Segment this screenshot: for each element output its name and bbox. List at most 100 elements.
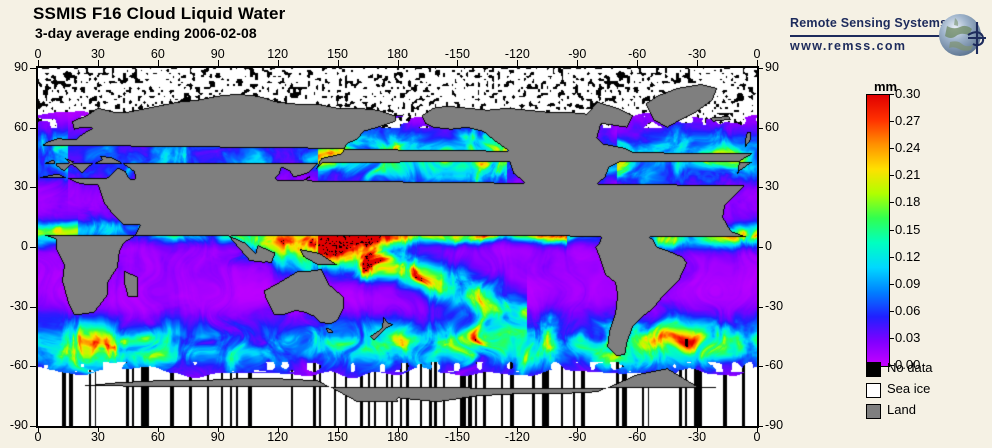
x-tick-label: -120 (504, 430, 530, 444)
x-tick-label: 90 (210, 430, 225, 444)
colorbar-tick-mark (889, 365, 894, 366)
y-tick-label: -90 (9, 418, 28, 432)
x-tick-label: 180 (387, 47, 408, 61)
x-tick-mark (337, 426, 339, 432)
colorbar-tick-mark (889, 175, 894, 177)
y-tick-label: 90 (14, 60, 28, 74)
x-tick-label: -30 (688, 430, 707, 444)
x-tick-mark (697, 60, 699, 66)
colorbar-tick-mark (889, 310, 894, 312)
x-tick-label: 150 (327, 430, 348, 444)
x-tick-label: 90 (210, 47, 225, 61)
map-plot-area[interactable] (36, 66, 759, 428)
colorbar-tick-label: 0.15 (895, 221, 921, 237)
cloud-liquid-water-map[interactable] (38, 68, 757, 426)
y-tick-label: 0 (765, 239, 772, 253)
y-tick-mark (30, 306, 36, 308)
colorbar-tick-mark (889, 202, 894, 204)
x-tick-mark (38, 426, 39, 432)
legend-label: Sea ice (887, 381, 931, 396)
y-tick-mark (30, 68, 36, 69)
x-tick-mark (517, 426, 519, 432)
x-tick-mark (38, 60, 39, 66)
y-tick-label: 60 (765, 119, 779, 134)
x-tick-label: -60 (628, 430, 647, 444)
y-tick-mark (757, 247, 763, 248)
x-tick-label: -150 (444, 47, 470, 61)
x-tick-label: 0 (34, 430, 42, 444)
y-tick-label: 90 (765, 60, 779, 74)
x-tick-mark (637, 60, 639, 66)
x-tick-label: 150 (327, 47, 348, 61)
globe-icon (939, 14, 986, 56)
colorbar-tick-label: 0.00 (895, 357, 921, 372)
y-tick-label: 30 (765, 179, 779, 194)
x-tick-mark (397, 60, 399, 66)
x-tick-label: -90 (568, 430, 587, 444)
x-tick-mark (637, 426, 639, 432)
x-tick-label: -120 (504, 47, 530, 61)
colorbar-tick-mark (889, 94, 894, 95)
legend-label: Land (887, 402, 916, 417)
y-tick-mark (757, 306, 763, 308)
y-tick-mark (757, 127, 763, 129)
x-tick-mark (757, 60, 758, 66)
x-tick-mark (337, 60, 339, 66)
colorbar-tick-mark (889, 283, 894, 285)
x-tick-mark (577, 60, 579, 66)
y-tick-mark (30, 366, 36, 368)
colorbar-tick-label: 0.12 (895, 248, 921, 264)
colorbar-tick-label: 0.06 (895, 302, 921, 318)
y-tick-label: -90 (765, 418, 784, 432)
y-tick-mark (757, 187, 763, 189)
y-tick-mark (30, 426, 36, 427)
colorbar-unit-label: mm (874, 79, 898, 94)
colorbar-tick-label: 0.27 (895, 113, 921, 129)
y-tick-label: 30 (14, 179, 28, 194)
colorbar-tick-label: 0.24 (895, 140, 921, 156)
remss-logo[interactable]: Remote Sensing Systems www.remss.com (790, 10, 990, 70)
legend-label: No data (887, 360, 933, 375)
colorbar-tick-mark (889, 337, 894, 339)
x-tick-mark (397, 426, 399, 432)
x-tick-mark (517, 60, 519, 66)
x-tick-mark (97, 426, 99, 432)
colorbar-tick-mark (889, 148, 894, 150)
colorbar-gradient (867, 95, 889, 366)
x-tick-mark (577, 426, 579, 432)
legend-swatch (866, 404, 881, 419)
x-tick-mark (457, 426, 459, 432)
x-tick-mark (457, 60, 459, 66)
colorbar-tick-label: 0.30 (895, 86, 921, 101)
x-tick-label: 30 (90, 47, 105, 61)
x-tick-label: 0 (753, 430, 761, 444)
x-tick-label: 30 (90, 430, 105, 444)
colorbar (866, 94, 890, 367)
y-tick-label: -60 (9, 358, 28, 373)
logo-divider (790, 35, 950, 37)
y-tick-label: -60 (765, 358, 784, 373)
logo-org-name: Remote Sensing Systems (790, 16, 948, 30)
y-tick-mark (30, 247, 36, 248)
colorbar-tick-mark (889, 121, 894, 123)
y-tick-label: 0 (21, 239, 28, 253)
colorbar-tick-mark (889, 256, 894, 258)
x-tick-label: -90 (568, 47, 587, 61)
x-tick-mark (217, 60, 219, 66)
y-tick-label: -30 (9, 298, 28, 313)
x-tick-mark (97, 60, 99, 66)
x-tick-mark (217, 426, 219, 432)
x-tick-mark (757, 426, 758, 432)
colorbar-tick-mark (889, 229, 894, 231)
x-tick-label: 60 (150, 47, 165, 61)
x-tick-label: 60 (150, 430, 165, 444)
x-tick-label: -30 (688, 47, 707, 61)
page-subtitle: 3-day average ending 2006-02-08 (35, 25, 257, 41)
x-tick-label: 180 (387, 430, 408, 444)
y-tick-mark (30, 127, 36, 129)
y-tick-mark (757, 366, 763, 368)
colorbar-tick-label: 0.03 (895, 329, 921, 345)
y-tick-mark (757, 426, 763, 427)
colorbar-tick-label: 0.21 (895, 167, 921, 183)
logo-website-url: www.remss.com (790, 39, 907, 53)
